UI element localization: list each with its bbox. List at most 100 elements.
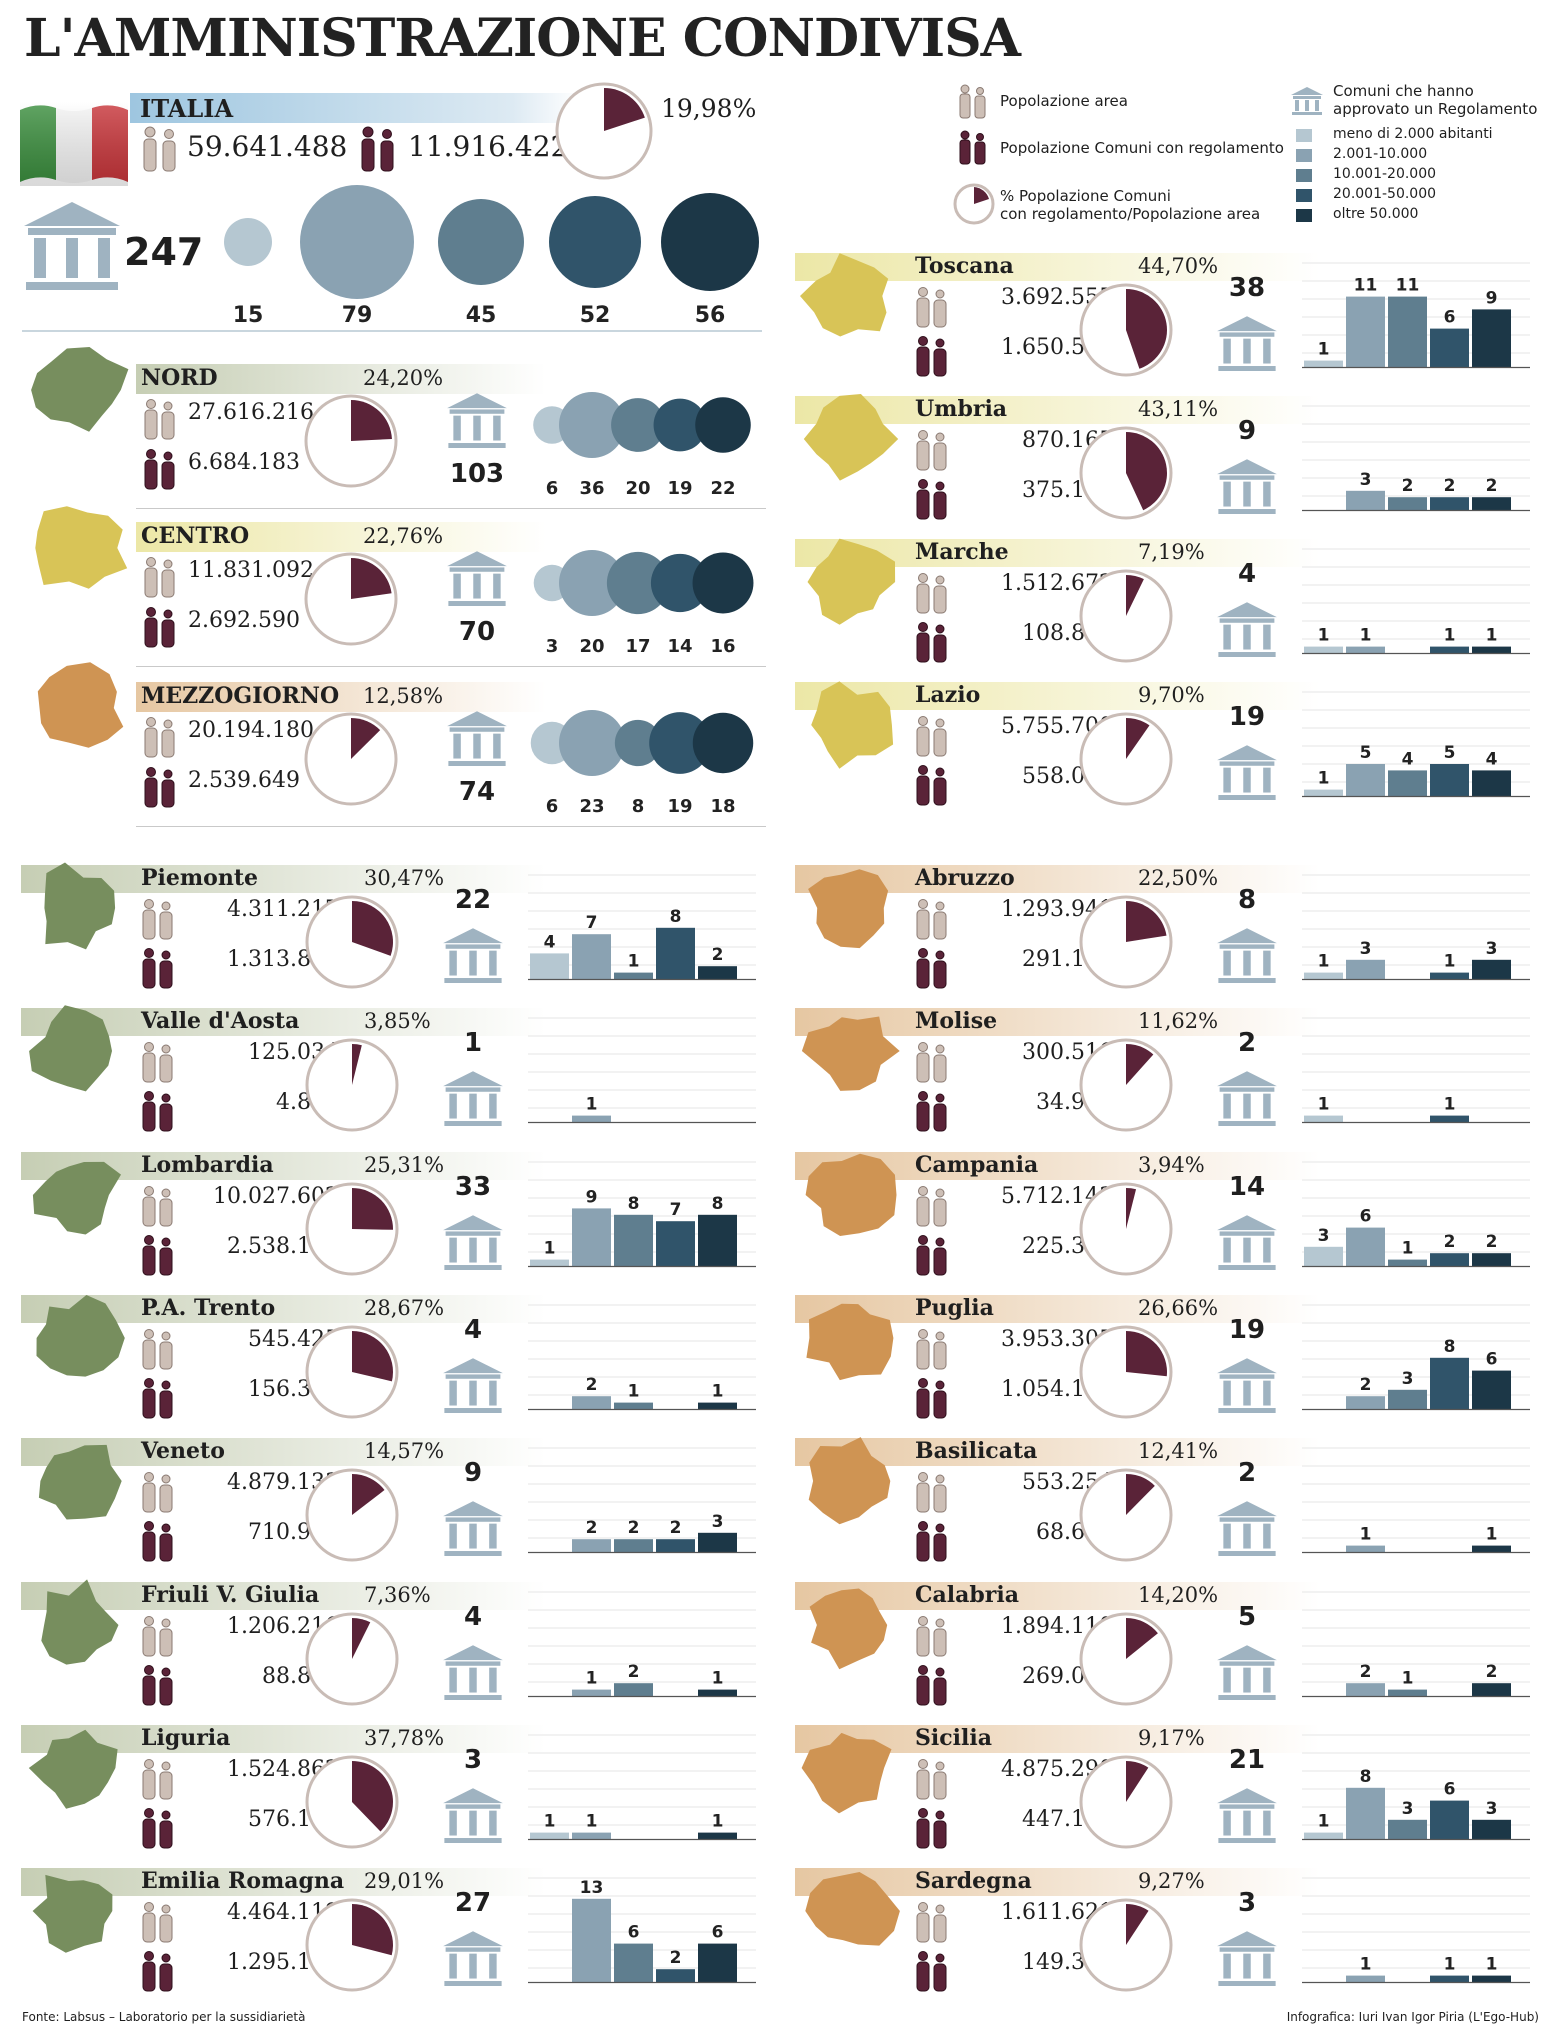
region-lazio-bar-label-5: 4	[1486, 749, 1498, 769]
region-lombardia-comuni: 33	[454, 1171, 492, 1202]
region-piemonte-bar-1	[530, 953, 569, 979]
region-calabria-name: Calabria	[915, 1581, 1019, 1608]
region-campania-bar-3	[1388, 1259, 1427, 1266]
region-p-a-trento-pop-reg-icon	[142, 1377, 173, 1419]
region-emilia-romagna-map	[32, 1874, 113, 1953]
region-marche-bar-label-4: 1	[1444, 626, 1456, 646]
italia-town-hall-icon	[24, 202, 120, 290]
region-lombardia-pop-area-icon	[142, 1185, 173, 1227]
italia-bubble-label-1: 15	[233, 303, 264, 328]
region-umbria-bar-5	[1472, 497, 1511, 510]
region-emilia-romagna-bar-chart: 13 6 2 6	[528, 1877, 756, 1984]
region-veneto-comuni: 9	[463, 1458, 483, 1489]
region-puglia-name: Puglia	[915, 1294, 994, 1321]
macro-mezzogiorno-pie	[304, 712, 398, 806]
region-abruzzo-pie-slice	[1126, 901, 1167, 942]
region-p-a-trento-bar-label-5: 1	[712, 1381, 724, 1401]
region-basilicata-map	[808, 1437, 891, 1525]
region-abruzzo-pie	[1079, 895, 1173, 989]
region-lazio-bar-label-4: 5	[1444, 743, 1456, 763]
region-basilicata-pop-reg-icon	[916, 1521, 947, 1562]
macro-mezzogiorno-bubble-2	[559, 710, 625, 776]
region-puglia-bar-label-3: 3	[1402, 1369, 1414, 1389]
region-veneto-pop-reg-icon	[142, 1521, 173, 1562]
macro-centro-bubble-2	[559, 550, 625, 616]
region-lazio-town-hall-icon	[1217, 745, 1277, 800]
region-toscana-bar-label-4: 6	[1444, 308, 1456, 328]
region-calabria-pie-slice	[1126, 1617, 1158, 1659]
region-molise-pie	[1079, 1038, 1173, 1132]
italia-bubble-4	[549, 196, 641, 288]
region-p-a-trento-pie-slice	[352, 1330, 393, 1382]
region-sicilia-bar-4	[1430, 1800, 1469, 1839]
region-lazio-pop-area-icon	[916, 716, 947, 757]
region-lazio-bar-label-2: 5	[1360, 743, 1372, 763]
region-liguria-name: Liguria	[141, 1724, 231, 1751]
region-sardegna-town-hall-icon	[1217, 1931, 1277, 1987]
region-toscana-town-hall-icon	[1217, 316, 1277, 371]
legend-class-2: 2.001-10.000	[1333, 146, 1428, 162]
region-lazio-pop-reg-icon	[916, 765, 947, 806]
region-valle-d-aosta-bar-chart: 1	[528, 1017, 756, 1124]
region-liguria-bar-label-2: 1	[586, 1811, 598, 1831]
region-lombardia-bar-chart: 1 9 8 7 8	[528, 1161, 756, 1267]
macro-mezzogiorno-bubble-label-2: 23	[579, 796, 604, 817]
region-marche-bar-label-1: 1	[1318, 626, 1330, 646]
region-abruzzo-bar-label-1: 1	[1318, 952, 1330, 972]
macro-mezzogiorno-comuni: 74	[458, 777, 496, 807]
region-lombardia-bar-5	[698, 1214, 737, 1266]
region-veneto-pie	[305, 1468, 399, 1562]
region-friuli-v-giulia-bar-5	[698, 1689, 737, 1696]
legend-swatch-1	[1296, 129, 1312, 142]
region-toscana-bar-2	[1346, 296, 1385, 367]
region-sicilia-map	[801, 1732, 892, 1814]
region-sicilia-bar-label-1: 1	[1318, 1811, 1330, 1831]
region-p-a-trento-bar-2	[572, 1396, 611, 1409]
divider	[136, 826, 766, 827]
divider	[136, 666, 766, 667]
region-sicilia-bar-label-2: 8	[1360, 1767, 1372, 1787]
legend-comuni-title-2: approvato un Regolamento	[1333, 100, 1538, 118]
macro-nord-bubbles: 6 36 20 19 22	[533, 392, 751, 499]
region-sicilia-bar-chart: 1 8 3 6 3	[1302, 1734, 1530, 1840]
region-campania-pop-reg-icon	[916, 1234, 947, 1276]
region-emilia-romagna-bar-3	[614, 1943, 653, 1983]
region-p-a-trento-map	[36, 1294, 125, 1377]
region-veneto-bar-4	[656, 1539, 695, 1553]
legend-class-3: 10.001-20.000	[1333, 166, 1437, 182]
region-molise-banner	[795, 1008, 1320, 1037]
macro-nord-bubble-4	[653, 398, 707, 452]
region-piemonte-pop-reg-icon	[142, 948, 173, 989]
region-puglia-pie	[1079, 1325, 1173, 1419]
region-veneto-pie-slice	[352, 1474, 385, 1516]
region-lombardia-bar-label-2: 9	[586, 1187, 598, 1207]
region-lombardia-name: Lombardia	[141, 1151, 274, 1178]
macro-centro-bubble-4	[650, 553, 710, 613]
region-toscana-bar-label-1: 1	[1318, 340, 1330, 360]
region-liguria-bar-1	[530, 1832, 569, 1839]
region-lombardia-bar-4	[656, 1220, 695, 1266]
macro-nord-bubble-label-3: 20	[625, 478, 650, 499]
region-piemonte-bar-label-1: 4	[544, 932, 556, 952]
macro-mezzogiorno-map	[37, 662, 124, 748]
region-lazio-name: Lazio	[915, 682, 981, 708]
region-sardegna-map	[805, 1872, 900, 1946]
region-emilia-romagna-pop-reg-icon	[142, 1951, 173, 1992]
page-title: L'AMMINISTRAZIONE CONDIVISA	[24, 8, 1021, 69]
region-emilia-romagna-pop-area-icon	[142, 1902, 173, 1943]
macro-centro-bubble-5	[692, 552, 754, 614]
region-lazio-pie	[1079, 712, 1173, 806]
macro-nord-bubble-2	[559, 392, 625, 458]
macro-nord-name: NORD	[141, 365, 218, 391]
macro-centro-pop-reg: 2.692.590	[188, 608, 300, 633]
region-campania-bar-4	[1430, 1252, 1469, 1266]
region-piemonte-comuni: 22	[454, 885, 492, 915]
region-abruzzo-map	[808, 869, 889, 949]
region-calabria-pop-reg-icon	[916, 1664, 947, 1705]
region-p-a-trento-bar-label-3: 1	[628, 1381, 640, 1401]
region-piemonte-bar-4	[656, 927, 695, 979]
region-sicilia-bar-1	[1304, 1832, 1343, 1839]
region-toscana-pop-area-icon	[916, 287, 947, 328]
region-puglia-pie-slice	[1126, 1330, 1167, 1377]
